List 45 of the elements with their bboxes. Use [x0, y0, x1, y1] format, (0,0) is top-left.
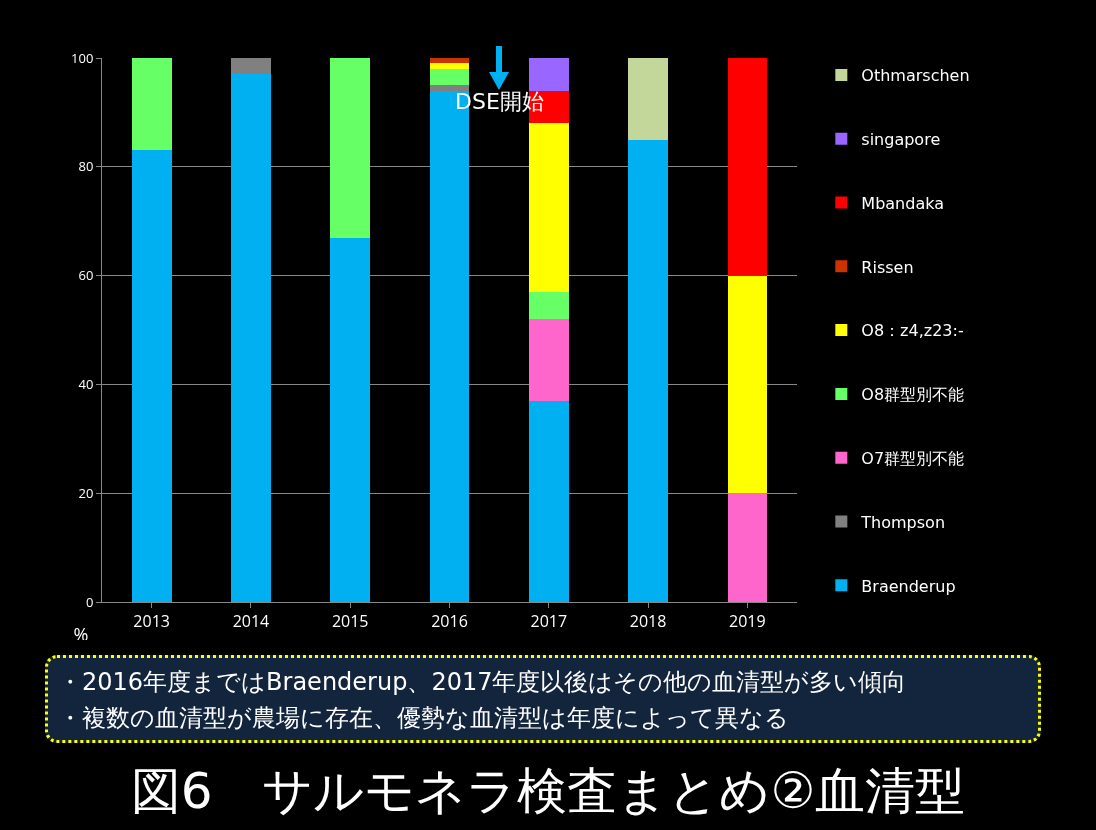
x-tick-label: 2019 — [729, 610, 766, 633]
text: 図6 サルモネラ検査まとめ②血清型 — [129, 761, 967, 822]
x-tick-label: 2016 — [431, 610, 468, 633]
x-tick-label: 2013 — [133, 610, 170, 633]
y-tick-label: 100 — [71, 48, 94, 67]
bar — [429, 68, 470, 86]
legend-label: Rissen — [861, 257, 914, 277]
legend-label: Othmarschen — [861, 66, 970, 86]
bar — [628, 139, 668, 602]
x-tick-label: 2018 — [629, 610, 667, 633]
bar — [131, 58, 172, 151]
bar — [330, 58, 371, 238]
bar — [429, 63, 470, 69]
bar — [727, 493, 768, 602]
legend-label: Braenderup — [861, 576, 956, 596]
bar — [727, 58, 768, 276]
bar — [528, 291, 569, 320]
bar — [727, 275, 768, 494]
bar — [330, 237, 371, 602]
y-tick-label: 60 — [78, 266, 94, 285]
y-tick-label: 80 — [78, 157, 94, 176]
x-tick-label: 2015 — [331, 610, 369, 633]
legend-label: singapore — [861, 129, 941, 149]
bar — [528, 319, 569, 401]
bar — [231, 58, 271, 75]
legend-label: O8：z4,z23:- — [861, 321, 964, 341]
y-tick-label: 20 — [78, 483, 94, 502]
x-tick-label: 2017 — [530, 610, 568, 633]
legend-label: Thompson — [860, 512, 946, 532]
bar — [131, 150, 172, 602]
bar — [528, 123, 569, 292]
bar — [528, 400, 569, 602]
y-tick-label: 0 — [85, 592, 94, 611]
bar — [528, 58, 569, 91]
text: ・複数の血清型が農場に存在、優勢な血清型は年度によって異なる — [58, 703, 790, 734]
legend-label: O7群型別不能 — [861, 448, 965, 468]
bar — [231, 74, 271, 602]
legend-label: O8群型別不能 — [861, 385, 965, 405]
bar — [429, 85, 470, 91]
bar — [429, 58, 470, 64]
y-tick-label: 40 — [78, 374, 94, 393]
legend-label: Mbandaka — [861, 193, 944, 213]
text: ・2016年度まではBraenderup、2017年度以後はその他の血清型が多い傾向 — [58, 667, 908, 698]
bar — [628, 58, 668, 140]
x-tick-label: 2014 — [232, 610, 270, 633]
